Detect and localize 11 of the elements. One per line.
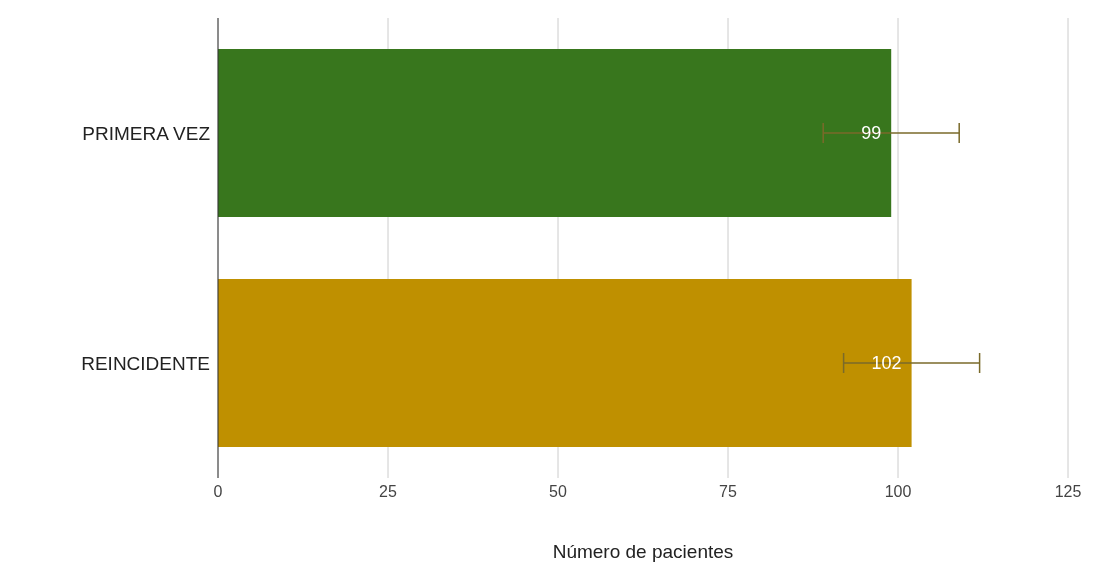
y-tick-label: PRIMERA VEZ [82,122,211,144]
x-tick-label: 50 [549,483,567,501]
x-tick-label: 125 [1054,483,1082,501]
x-tick-label: 0 [213,483,223,501]
x-tick-label: 100 [884,483,912,501]
y-tick-label: REINCIDENTE [81,352,210,374]
x-axis-title: Número de pacientes [552,541,734,562]
x-tick-label: 25 [379,483,397,501]
data-label: 102 [871,353,902,374]
x-tick-label: 75 [719,483,737,501]
data-label: 99 [861,123,882,144]
